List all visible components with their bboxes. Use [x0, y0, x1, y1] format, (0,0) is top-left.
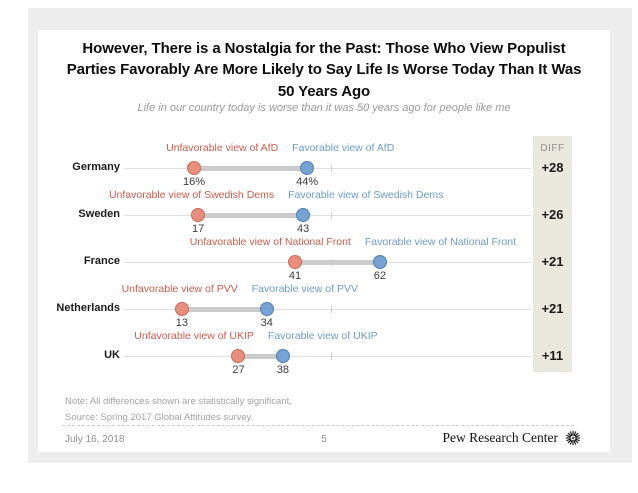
axis-line	[124, 215, 531, 216]
brand-lockup: Pew Research Center	[443, 429, 582, 447]
favorable-legend-label: Favorable view of UKIP	[267, 330, 378, 342]
midpoint-tick	[331, 165, 333, 172]
midpoint-tick	[331, 212, 333, 219]
favorable-value: 38	[276, 364, 290, 376]
chart-subtitle: Life in our country today is worse than …	[137, 102, 511, 114]
favorable-value: 34	[260, 317, 273, 329]
favorable-dot	[300, 161, 315, 175]
unfavorable-dot	[187, 161, 202, 175]
unfavorable-value: 27	[232, 364, 245, 376]
unfavorable-dot	[174, 302, 189, 316]
country-label: Germany	[72, 161, 120, 173]
diff-value: +11	[541, 348, 564, 363]
unfavorable-dot	[288, 255, 303, 269]
dumbbell-connector	[295, 259, 380, 265]
country-label: Netherlands	[56, 302, 120, 314]
favorable-dot	[372, 255, 387, 269]
axis-line	[124, 356, 531, 357]
favorable-legend-label: Favorable view of AfD	[292, 142, 395, 154]
footer-divider	[62, 425, 574, 426]
favorable-legend-label: Favorable view of PVV	[251, 283, 358, 295]
country-label: France	[83, 255, 120, 267]
note-text: Note: All differences shown are statisti…	[65, 396, 292, 407]
midpoint-tick	[331, 353, 333, 360]
source-text: Source: Spring 2017 Global Attitudes sur…	[65, 412, 254, 423]
unfavorable-legend-label: Unfavorable view of PVV	[121, 283, 238, 295]
diff-value: +26	[541, 207, 564, 222]
dumbbell-connector	[181, 306, 267, 312]
footer-date: July 16, 2018	[65, 434, 125, 445]
diff-value: +28	[541, 160, 564, 175]
dumbbell-chart: Germany Unfavorable view of AfD Favorable …	[38, 30, 610, 452]
unfavorable-value: 17	[191, 223, 205, 235]
unfavorable-value: 13	[175, 317, 189, 329]
presentation-slide: However, There is a Nostalgia for the Pa…	[38, 30, 610, 452]
brand-name: Pew Research Center	[442, 430, 558, 445]
unfavorable-dot	[191, 208, 206, 222]
favorable-legend-label: Favorable view of Swedish Dems	[288, 189, 444, 201]
chart-title: However, There is a Nostalgia for the Pa…	[66, 40, 582, 100]
axis-line	[124, 309, 531, 310]
unfavorable-value: 16%	[183, 176, 206, 188]
unfavorable-legend-label: Unfavorable view of AfD	[166, 142, 279, 154]
diff-value: +21	[541, 254, 564, 269]
midpoint-tick	[331, 306, 333, 313]
favorable-value: 62	[373, 270, 386, 282]
favorable-value: 43	[296, 223, 310, 235]
favorable-dot	[259, 302, 274, 316]
dumbbell-connector	[194, 165, 308, 171]
diff-value: +21	[541, 301, 564, 316]
page-number: 5	[321, 434, 327, 445]
unfavorable-legend-label: Unfavorable view of UKIP	[134, 330, 254, 342]
diff-column-header: DIFF	[540, 143, 565, 154]
unfavorable-legend-label: Unfavorable view of National Front	[189, 236, 351, 248]
favorable-value: 44%	[296, 176, 319, 188]
pew-starburst-icon	[565, 430, 581, 446]
diff-column-band: DIFF +28 +26 +21 +21 +11	[533, 136, 572, 372]
favorable-dot	[296, 208, 311, 222]
dumbbell-connector	[198, 212, 304, 218]
favorable-dot	[275, 349, 290, 363]
country-label: Sweden	[78, 208, 120, 220]
favorable-legend-label: Favorable view of National Front	[364, 236, 517, 248]
unfavorable-value: 41	[288, 270, 302, 282]
country-label: UK	[104, 349, 120, 361]
unfavorable-legend-label: Unfavorable view of Swedish Dems	[108, 189, 275, 201]
axis-line	[124, 168, 531, 169]
unfavorable-dot	[231, 349, 246, 363]
dumbbell-connector	[238, 353, 283, 359]
